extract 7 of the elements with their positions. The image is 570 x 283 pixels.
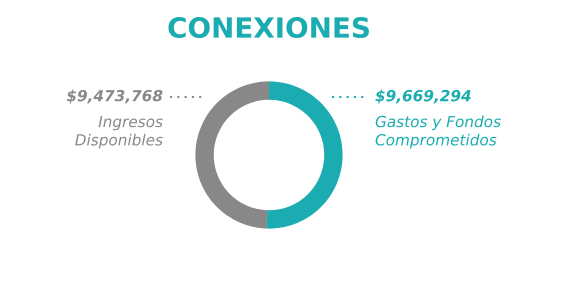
slice-label: Gastos y Fondos Comprometidos <box>376 115 501 149</box>
slice-label: Ingresos Disponibles <box>75 116 163 149</box>
donut-slice <box>195 81 269 229</box>
data-label: $9,669,294 <box>375 90 471 104</box>
donut-slice <box>266 81 343 229</box>
chart-title: CONEXIONES <box>168 17 369 38</box>
data-label: $9,473,768 <box>66 90 162 104</box>
